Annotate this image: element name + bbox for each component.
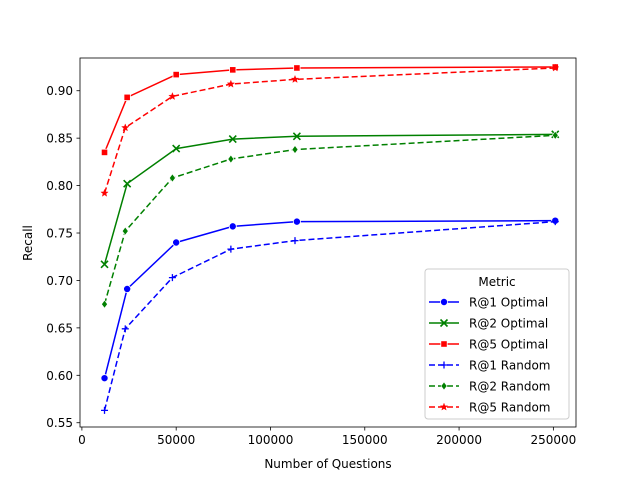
data-point <box>100 148 109 156</box>
legend-swatch-marker <box>439 402 449 411</box>
series-line <box>103 66 556 153</box>
legend-label: R@1 Optimal <box>469 296 548 310</box>
legend-swatch-marker <box>440 381 448 391</box>
data-point <box>290 74 300 83</box>
legend-label: R@5 Optimal <box>469 338 548 352</box>
series-line <box>103 220 556 411</box>
y-tick-label: 0.70 <box>46 274 73 288</box>
data-point <box>123 93 131 101</box>
data-point <box>123 179 132 188</box>
data-point <box>291 237 299 245</box>
y-tick-label: 0.80 <box>46 179 73 193</box>
legend-entry: R@2 Random <box>429 380 550 394</box>
data-point <box>121 226 129 236</box>
data-point <box>228 222 237 231</box>
y-tick-label: 0.60 <box>46 369 73 383</box>
data-point <box>100 188 109 197</box>
plot-frame <box>79 57 577 428</box>
x-axis-label: Number of Questions <box>264 457 391 471</box>
data-point <box>169 173 176 183</box>
data-point <box>168 92 177 100</box>
data-point <box>551 218 559 226</box>
legend-swatch-marker <box>440 340 448 348</box>
data-point <box>101 406 109 414</box>
data-point <box>228 135 237 144</box>
x-tick-label: 150000 <box>342 433 388 447</box>
y-tick-label: 0.75 <box>46 227 73 241</box>
legend-title: Metric <box>478 275 515 289</box>
axes-layer: 0 50000 100000 150000 200000 250000 0.55 0.60 0.… <box>46 57 577 447</box>
data-point <box>100 374 109 383</box>
x-tick-label: 0 <box>78 433 86 447</box>
legend-entry: R@2 Optimal <box>429 317 548 331</box>
data-point <box>172 144 181 153</box>
y-tick-label: 0.55 <box>46 416 73 430</box>
x-tick-label: 100000 <box>248 433 294 447</box>
series-line <box>103 134 556 305</box>
legend-swatch-marker <box>439 318 449 328</box>
legend-label: R@2 Optimal <box>469 317 548 331</box>
data-point <box>293 64 301 72</box>
x-tick-label: 250000 <box>530 433 576 447</box>
data-point <box>226 79 236 88</box>
data-point <box>227 154 235 164</box>
legend-swatch-marker <box>439 297 448 306</box>
data-point <box>121 325 129 333</box>
data-point <box>101 299 108 309</box>
y-tick-label: 0.85 <box>46 132 73 146</box>
legend-entry: R@5 Optimal <box>429 338 548 352</box>
series-r-1-random <box>101 218 559 414</box>
data-point <box>292 217 301 226</box>
series-line <box>103 67 556 194</box>
legend-label: R@1 Random <box>469 359 550 373</box>
data-point <box>100 260 109 269</box>
x-tick-label: 50000 <box>157 433 195 447</box>
legend-label: R@2 Random <box>469 380 550 394</box>
data-point <box>292 132 301 141</box>
legend-swatch-marker <box>440 361 448 369</box>
y-axis-label: Recall <box>21 225 35 261</box>
series-layer <box>100 63 560 414</box>
data-point <box>551 130 559 140</box>
y-tick-label: 0.65 <box>46 321 73 335</box>
legend-box <box>424 268 570 420</box>
series-line <box>103 219 556 379</box>
legend-entry: R@1 Optimal <box>429 296 548 310</box>
legend: Metric R@1 Optimal R@2 Optimal R@5 Optimal R… <box>424 268 570 420</box>
data-point <box>121 123 130 132</box>
data-point <box>291 145 299 155</box>
data-point <box>172 71 180 79</box>
data-point <box>227 245 235 253</box>
data-point <box>229 66 237 74</box>
data-point <box>172 238 181 247</box>
legend-entry: R@1 Random <box>429 359 550 373</box>
data-point <box>123 284 132 293</box>
series-r-5-random <box>100 63 560 197</box>
y-tick-label: 0.90 <box>46 84 73 98</box>
series-line <box>103 133 556 265</box>
data-point <box>168 274 176 282</box>
data-point <box>551 63 560 72</box>
legend-entry: R@5 Random <box>429 401 550 415</box>
legend-label: R@5 Random <box>469 401 550 415</box>
x-tick-label: 200000 <box>436 433 482 447</box>
series-r-1-optimal <box>100 216 560 383</box>
series-r-2-random <box>101 130 559 309</box>
